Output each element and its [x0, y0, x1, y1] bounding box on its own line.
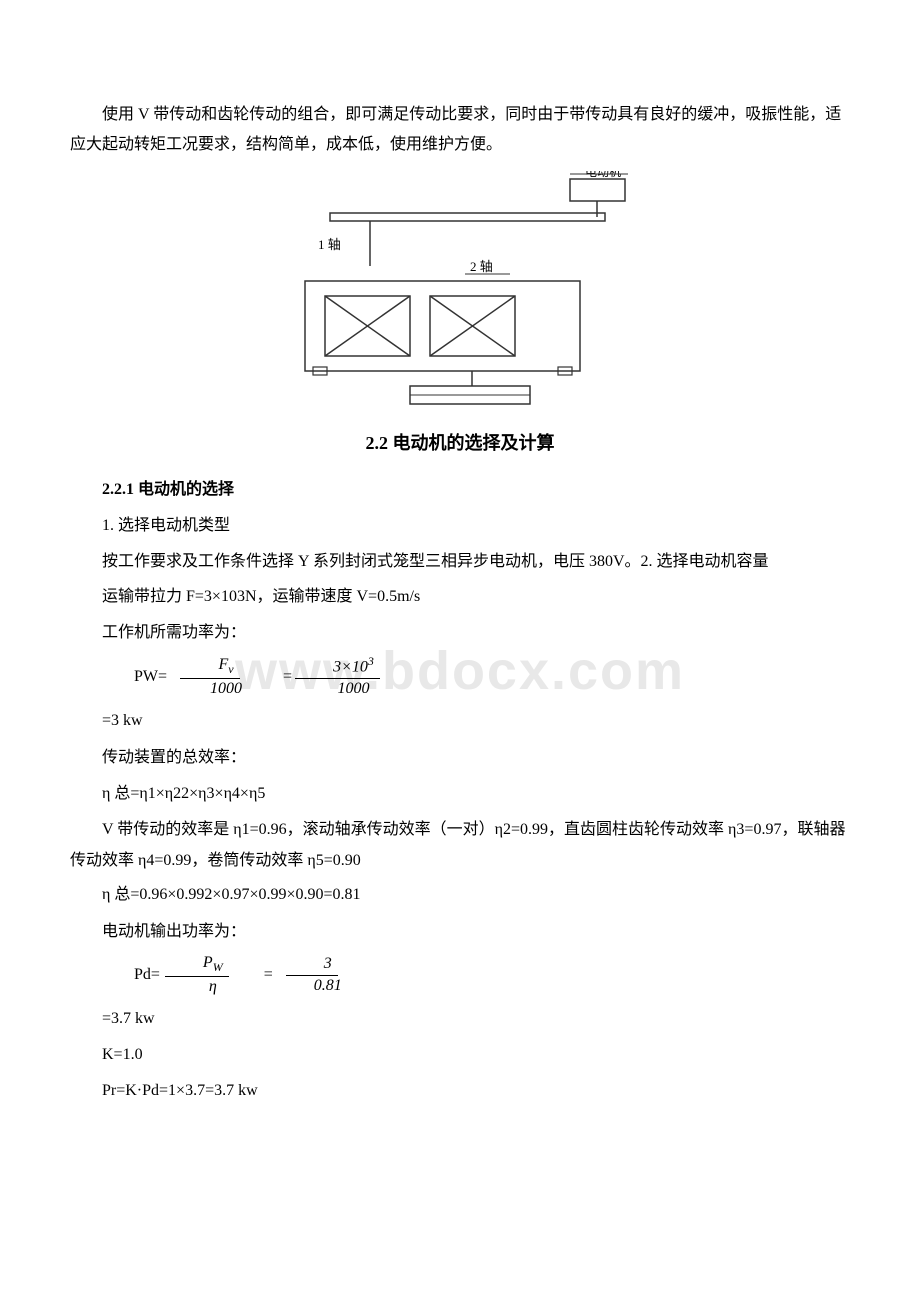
pd-label: 电动机输出功率为： — [70, 917, 850, 947]
pw-frac2-sup: 3 — [368, 654, 374, 668]
shaft1-label: 1 轴 — [318, 237, 341, 252]
section-title: 电动机的选择及计算 — [393, 433, 555, 453]
pw-frac1: Fv 1000 — [172, 655, 248, 700]
pw-label: 工作机所需功率为： — [70, 618, 850, 648]
pd-prefix: Pd= — [102, 959, 160, 991]
pw-formula: PW= Fv 1000 = 3×103 1000 — [70, 654, 850, 700]
inputs-line: 运输带拉力 F=3×103N，运输带速度 V=0.5m/s — [70, 582, 850, 612]
pw-prefix: PW= — [102, 661, 167, 693]
eta-label: 传动装置的总效率： — [70, 743, 850, 773]
k-value: K=1.0 — [70, 1040, 850, 1070]
gearbox-outer — [305, 281, 580, 371]
page-content: 使用 V 带传动和齿轮传动的组合，即可满足传动比要求，同时由于带传动具有良好的缓… — [70, 100, 850, 1107]
motor-label: 电动机 — [585, 171, 621, 179]
pd-formula: Pd= PW η = 3 0.81 — [70, 953, 850, 998]
belt-shaft — [330, 213, 605, 221]
pw-frac1-den: 1000 — [172, 679, 248, 700]
motor-box — [570, 179, 625, 201]
section-number: 2.2 — [366, 433, 389, 453]
eta-calc: η 总=0.96×0.992×0.97×0.99×0.90=0.81 — [70, 880, 850, 910]
pd-frac2-num: 3 — [286, 954, 338, 976]
pw-eq: = — [251, 661, 292, 693]
pd-frac1-num: P — [203, 954, 213, 971]
diagram-svg: 电动机 1 轴 2 轴 — [270, 171, 650, 411]
section-heading: 2.2 电动机的选择及计算 — [70, 429, 850, 455]
step1-body: 按工作要求及工作条件选择 Y 系列封闭式笼型三相异步电动机，电压 380V。2.… — [70, 547, 850, 577]
pd-eq: = — [232, 959, 273, 991]
pw-frac1-num: F — [218, 656, 228, 673]
pd-frac1-den: η — [171, 977, 223, 998]
shaft2-label: 2 轴 — [470, 259, 493, 274]
transmission-diagram: 电动机 1 轴 2 轴 — [70, 171, 850, 411]
pw-frac2-num: 3×10 — [333, 659, 368, 676]
subsection-heading: 2.2.1 电动机的选择 — [70, 475, 850, 499]
pw-frac1-sub: v — [228, 662, 233, 676]
pd-result: =3.7 kw — [70, 1004, 850, 1034]
pw-result: =3 kw — [70, 706, 850, 736]
pd-frac1: PW η — [165, 953, 229, 998]
pd-frac2: 3 0.81 — [276, 954, 348, 997]
pw-frac2: 3×103 1000 — [295, 654, 380, 700]
pw-frac2-den: 1000 — [299, 679, 375, 700]
step1-label: 1. 选择电动机类型 — [70, 511, 850, 541]
pr-calc: Pr=K·Pd=1×3.7=3.7 kw — [70, 1076, 850, 1106]
eta-formula: η 总=η1×η22×η3×η4×η5 — [70, 779, 850, 809]
subsection-title: 电动机的选择 — [138, 481, 234, 498]
intro-paragraph: 使用 V 带传动和齿轮传动的组合，即可满足传动比要求，同时由于带传动具有良好的缓… — [70, 100, 850, 161]
pd-frac2-den: 0.81 — [276, 976, 348, 997]
eta-desc: V 带传动的效率是 η1=0.96，滚动轴承传动效率（一对）η2=0.99，直齿… — [70, 815, 850, 876]
pd-frac1-sub: W — [213, 960, 223, 974]
subsection-number: 2.2.1 — [102, 481, 134, 498]
